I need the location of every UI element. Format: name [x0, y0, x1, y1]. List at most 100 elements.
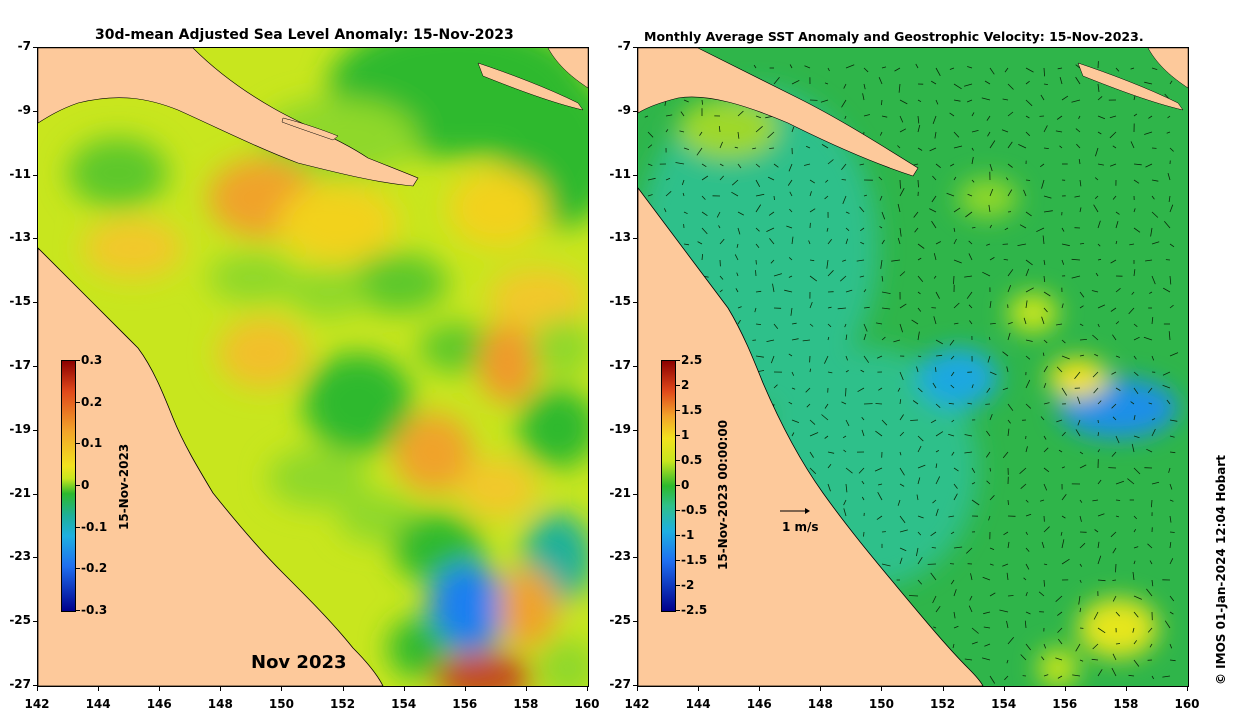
- velocity-vector: [1169, 595, 1175, 602]
- velocity-vector: [788, 163, 793, 172]
- velocity-vector: [899, 547, 907, 552]
- velocity-vector: [737, 110, 744, 117]
- velocity-vector: [731, 191, 739, 197]
- velocity-vector: [1169, 643, 1173, 649]
- velocity-vector: [950, 531, 955, 535]
- velocity-vector: [971, 384, 974, 389]
- velocity-vector: [1036, 227, 1045, 233]
- velocity-vector: [953, 176, 957, 181]
- velocity-vector: [772, 283, 775, 293]
- velocity-vector: [787, 179, 793, 186]
- velocity-vector: [935, 431, 944, 437]
- velocity-vector: [917, 115, 920, 124]
- lat-tick-label: -27: [609, 677, 631, 691]
- velocity-vector: [899, 371, 904, 381]
- velocity-vector: [1169, 243, 1175, 248]
- lon-tick-label: 148: [207, 697, 233, 711]
- velocity-vector: [953, 611, 956, 619]
- velocity-vector: [861, 416, 865, 421]
- velocity-vector: [899, 483, 905, 487]
- velocity-vector: [1168, 331, 1171, 341]
- velocity-vector: [1059, 145, 1063, 149]
- velocity-vector: [953, 83, 962, 90]
- velocity-vector: [791, 387, 796, 390]
- velocity-vector: [768, 211, 775, 216]
- velocity-vector: [1061, 95, 1069, 101]
- velocity-vector: [1151, 675, 1155, 680]
- velocity-vector: [1025, 211, 1032, 217]
- velocity-vector: [679, 130, 685, 133]
- velocity-vector: [1043, 83, 1048, 85]
- velocity-vector: [805, 145, 811, 149]
- velocity-vector: [953, 302, 960, 309]
- velocity-vector: [953, 322, 959, 325]
- velocity-vector: [1039, 163, 1045, 168]
- velocity-vector: [767, 131, 775, 139]
- velocity-vector: [716, 211, 721, 218]
- velocity-vector: [1091, 658, 1099, 661]
- velocity-vector: [929, 208, 937, 213]
- lat-tick-mark: [33, 493, 38, 495]
- velocity-vector: [981, 97, 991, 101]
- velocity-vector: [950, 384, 955, 389]
- velocity-vector: [1115, 435, 1120, 444]
- lat-tick-mark: [33, 302, 38, 304]
- velocity-vector: [1019, 467, 1027, 474]
- velocity-vector: [989, 67, 995, 75]
- velocity-vector: [1057, 67, 1063, 70]
- velocity-vector: [986, 387, 991, 393]
- velocity-vector: [863, 333, 867, 341]
- velocity-vector: [1079, 323, 1084, 327]
- velocity-vector: [1018, 144, 1027, 149]
- velocity-vector: [862, 93, 865, 101]
- velocity-vector: [827, 336, 830, 341]
- velocity-vector: [971, 130, 979, 133]
- velocity-vector: [1111, 403, 1117, 409]
- velocity-vector: [719, 275, 724, 280]
- velocity-vector: [1075, 643, 1081, 652]
- velocity-vector: [1043, 365, 1048, 373]
- velocity-vector: [1079, 207, 1082, 213]
- velocity-vector: [899, 399, 902, 405]
- lat-tick-label: -7: [617, 39, 631, 53]
- velocity-vector: [917, 257, 922, 261]
- velocity-vector: [1043, 643, 1047, 649]
- velocity-vector: [881, 419, 888, 426]
- lat-tick-mark: [633, 621, 638, 623]
- velocity-vector: [953, 483, 958, 489]
- velocity-vector: [737, 306, 742, 309]
- velocity-vector: [824, 403, 829, 409]
- velocity-vector: [1097, 669, 1103, 677]
- velocity-vector: [935, 99, 939, 105]
- velocity-vector: [949, 112, 955, 117]
- velocity-vector: [1039, 499, 1045, 502]
- velocity-vector: [1007, 111, 1014, 117]
- velocity-vector: [1095, 272, 1099, 277]
- velocity-vector: [1097, 579, 1106, 582]
- velocity-vector: [1025, 131, 1031, 137]
- colorbar-tick-mark: [676, 435, 680, 436]
- velocity-vector: [1147, 543, 1153, 549]
- lat-tick-label: -23: [9, 549, 31, 564]
- velocity-vector: [808, 240, 811, 245]
- velocity-vector: [791, 338, 799, 341]
- velocity-vector: [1144, 81, 1153, 85]
- lon-tick-mark: [37, 686, 38, 691]
- velocity-vector: [875, 322, 883, 325]
- velocity-vector: [948, 515, 955, 518]
- velocity-vector: [1007, 189, 1013, 197]
- velocity-vector: [1001, 129, 1009, 133]
- velocity-vector: [1132, 627, 1135, 633]
- velocity-vector: [644, 115, 649, 118]
- velocity-vector: [881, 563, 891, 567]
- velocity-vector: [824, 355, 829, 364]
- velocity-vector: [953, 546, 963, 549]
- velocity-vector: [917, 124, 921, 133]
- velocity-vector: [1061, 227, 1065, 232]
- velocity-vector: [1077, 396, 1081, 405]
- lat-tick-label: -17: [609, 358, 631, 372]
- lat-tick-mark: [33, 238, 38, 240]
- velocity-vector: [989, 323, 996, 325]
- velocity-vector: [1133, 323, 1138, 328]
- velocity-vector: [1133, 435, 1140, 439]
